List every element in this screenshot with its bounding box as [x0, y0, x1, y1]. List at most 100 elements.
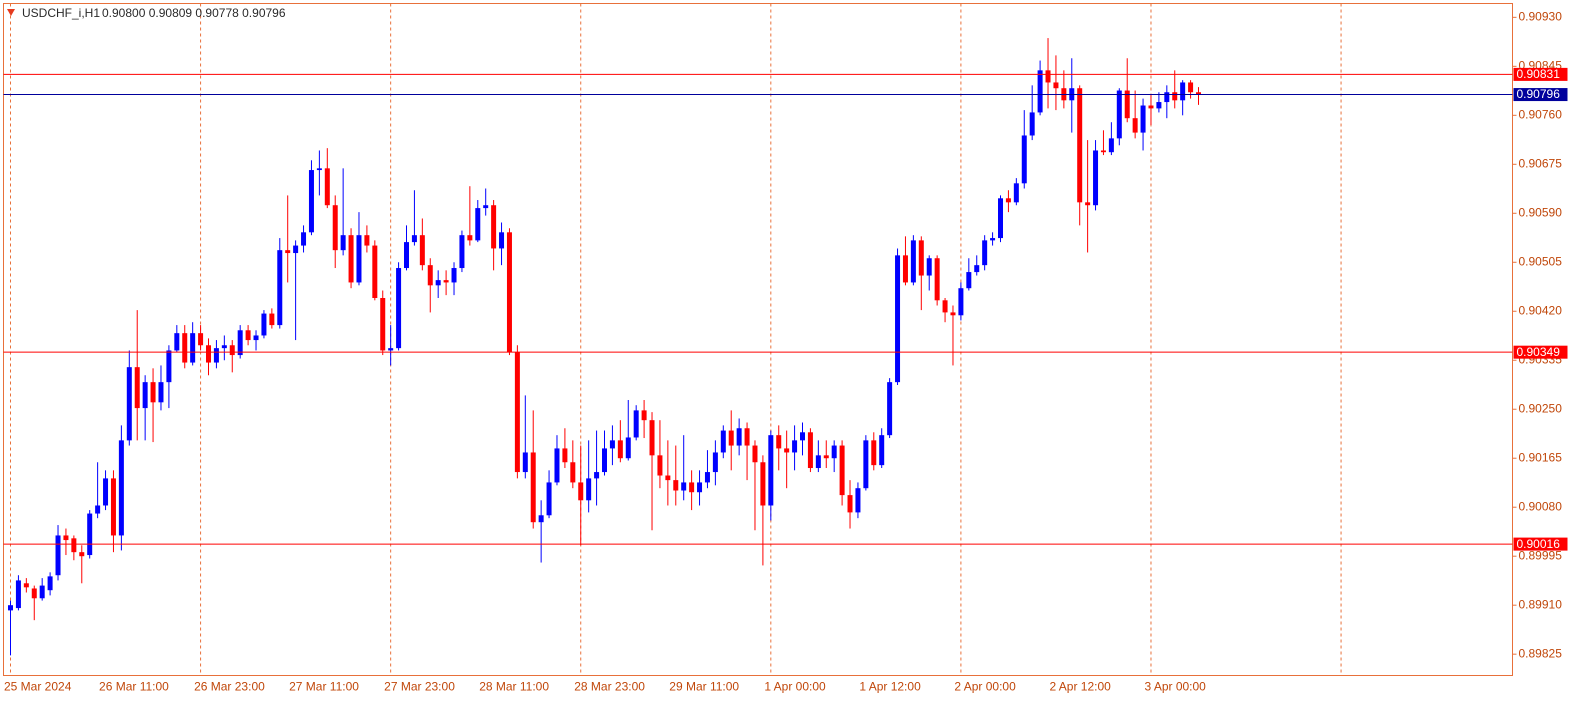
- x-tick-label: 26 Mar 23:00: [194, 680, 265, 694]
- candle-body: [649, 420, 655, 456]
- candle-body: [594, 472, 600, 479]
- candle-body: [728, 430, 734, 446]
- candle-body: [855, 488, 861, 513]
- candle-body: [570, 462, 576, 483]
- candle-body: [1005, 198, 1011, 203]
- candle-body: [324, 168, 330, 206]
- price-line-label-bg: [1513, 88, 1568, 102]
- candle-body: [823, 455, 829, 459]
- y-tick-label: 0.90675: [1519, 156, 1563, 170]
- candle-body: [712, 452, 718, 473]
- candle-body: [31, 588, 37, 599]
- candle-body: [633, 410, 639, 438]
- candle-body: [760, 462, 766, 506]
- candle-body: [443, 280, 449, 283]
- x-tick-label: 2 Apr 12:00: [1049, 680, 1111, 694]
- candle-body: [847, 495, 853, 513]
- axis-layer: 0.909300.908450.907600.906750.905900.905…: [4, 10, 1562, 694]
- candle-body: [934, 258, 940, 301]
- candle-body: [356, 235, 362, 283]
- candle-body: [55, 535, 61, 576]
- candle-body: [990, 238, 996, 241]
- candle-body: [348, 235, 354, 283]
- candle-body: [316, 168, 322, 171]
- candle-body: [340, 235, 346, 251]
- candle-body: [879, 435, 885, 466]
- candle-body: [229, 345, 235, 356]
- candle-body: [475, 208, 481, 241]
- candle-body: [1108, 138, 1114, 153]
- candle-body: [1037, 70, 1043, 113]
- candle-body: [1188, 82, 1194, 93]
- candle-body: [467, 235, 473, 241]
- candle-body: [546, 482, 552, 516]
- candle-body: [1132, 118, 1138, 133]
- price-line-label: 0.90349: [1517, 345, 1561, 359]
- candle-body: [1093, 150, 1099, 206]
- candle-body: [499, 232, 505, 249]
- candle-body: [657, 455, 663, 476]
- candle-body: [602, 448, 607, 473]
- candle-body: [776, 435, 782, 449]
- plot-frame: [3, 3, 1513, 676]
- candle-body: [206, 345, 211, 363]
- candle-body: [792, 440, 798, 453]
- candle-body: [103, 478, 109, 506]
- candle-body: [396, 268, 402, 349]
- candle-body: [530, 452, 536, 523]
- candles-layer: [8, 38, 1201, 656]
- candle-body: [261, 313, 267, 336]
- candle-body: [1164, 92, 1170, 103]
- y-tick-label: 0.90165: [1519, 450, 1563, 464]
- candle-body: [332, 205, 338, 251]
- candle-body: [800, 432, 805, 441]
- candle-body: [974, 265, 980, 273]
- x-tick-label: 1 Apr 12:00: [859, 680, 921, 694]
- candle-body: [71, 538, 77, 553]
- candle-body: [253, 335, 259, 341]
- candle-body: [665, 475, 671, 481]
- candle-body: [863, 440, 869, 489]
- candle-body: [1172, 92, 1178, 101]
- x-tick-label: 2 Apr 00:00: [954, 680, 1016, 694]
- menu-triangle[interactable]: [7, 9, 15, 16]
- candle-body: [1045, 70, 1051, 83]
- candle-body: [388, 348, 394, 351]
- candle-body: [673, 480, 679, 491]
- chart-subtitle: 0.90800 0.90809 0.90778 0.90796: [102, 6, 286, 20]
- x-tick-label: 28 Mar 23:00: [574, 680, 645, 694]
- price-line-label: 0.90796: [1517, 87, 1561, 101]
- y-tick-label: 0.90760: [1519, 107, 1563, 121]
- candle-body: [451, 268, 457, 283]
- candle-body: [118, 440, 124, 536]
- y-tick-label: 0.90505: [1519, 254, 1563, 268]
- x-tick-label: 27 Mar 23:00: [384, 680, 455, 694]
- candle-body: [95, 505, 101, 514]
- candle-body: [364, 235, 370, 246]
- candle-body: [1077, 88, 1083, 203]
- candle-body: [166, 350, 172, 383]
- candle-body: [411, 235, 417, 243]
- candle-body: [1100, 150, 1106, 153]
- candle-body: [213, 348, 219, 363]
- candle-body: [483, 205, 489, 209]
- candle-body: [1085, 202, 1091, 206]
- candle-body: [831, 445, 837, 459]
- x-tick-label: 26 Mar 11:00: [99, 680, 169, 694]
- candle-body: [1196, 92, 1201, 95]
- candle-body: [269, 313, 275, 326]
- candle-body: [1021, 135, 1027, 184]
- candle-body: [736, 428, 742, 446]
- candle-body: [435, 280, 441, 286]
- candle-body: [617, 440, 623, 459]
- candle-body: [506, 232, 512, 353]
- candle-body: [926, 258, 932, 276]
- price-lines-layer: 0.90831 0.90796 0.90349 0.90016: [3, 67, 1568, 551]
- candle-body: [1156, 102, 1162, 109]
- candle-body: [245, 330, 251, 341]
- x-tick-label: 3 Apr 00:00: [1144, 680, 1206, 694]
- candle-body: [1140, 105, 1146, 133]
- candle-body: [538, 515, 544, 523]
- candle-body: [586, 478, 592, 501]
